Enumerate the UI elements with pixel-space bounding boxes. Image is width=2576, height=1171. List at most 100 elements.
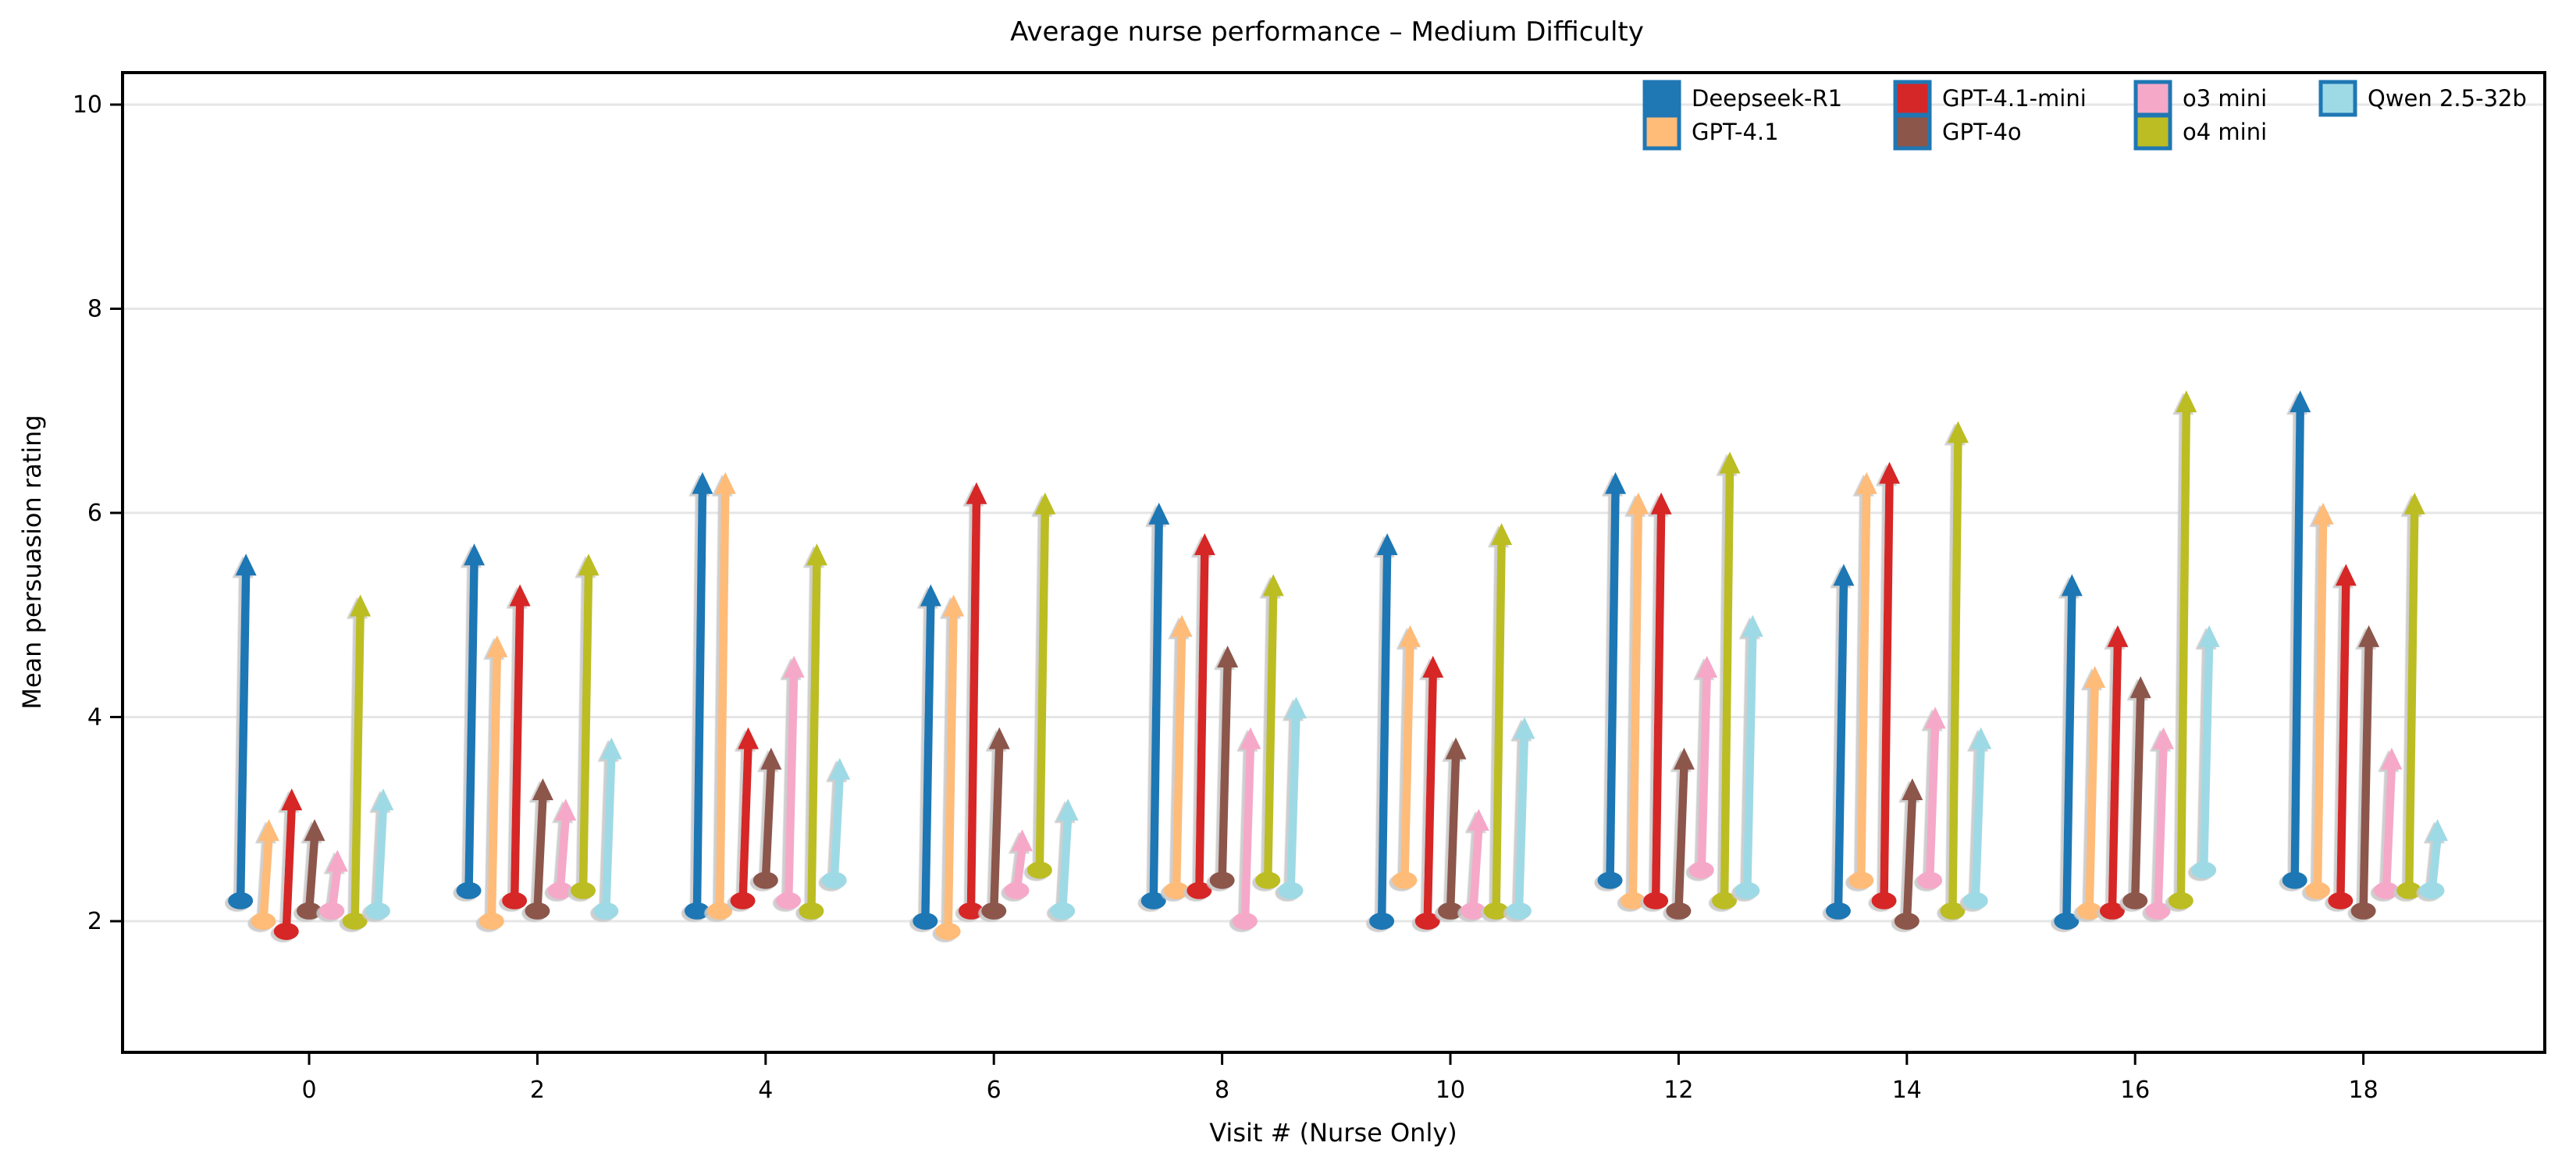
arrow-shaft — [692, 486, 707, 916]
arrow-o4 mini-visit-16 — [2168, 390, 2197, 909]
x-tick-label: 2 — [530, 1077, 545, 1104]
arrow-Deepseek-R1-visit-2 — [456, 543, 485, 899]
arrow-start-dot — [1004, 881, 1030, 899]
arrow-o3 mini-visit-18 — [2373, 747, 2403, 899]
arrow-GPT-4.1-mini-visit-4 — [730, 727, 759, 909]
arrow-head — [1947, 421, 1969, 443]
arrow-start-dot — [1597, 871, 1623, 889]
arrow-shaft — [1172, 629, 1187, 895]
arrow-shaft — [1720, 466, 1735, 906]
arrow-GPT-4.1-visit-18 — [2305, 502, 2334, 899]
arrow-start-dot — [753, 871, 778, 889]
arrow-head — [2061, 574, 2083, 596]
arrow-shaft — [1240, 742, 1255, 926]
arrow-head — [1286, 696, 1307, 719]
arrow-start-dot — [2191, 861, 2217, 879]
arrow-GPT-4.1-visit-12 — [1620, 492, 1649, 909]
y-tick-label: 2 — [87, 908, 102, 935]
arrow-head — [1650, 492, 1672, 514]
arrow-start-dot — [1140, 892, 1166, 909]
arrow-start-dot — [547, 881, 573, 899]
legend-swatch — [2318, 80, 2357, 117]
arrow-head — [806, 543, 827, 566]
arrow-shaft — [259, 834, 273, 926]
arrow-shaft — [1058, 813, 1073, 916]
arrow-start-dot — [981, 902, 1007, 920]
arrow-start-dot — [2328, 892, 2354, 909]
arrow-shaft — [1925, 721, 1940, 884]
arrow-head — [2381, 747, 2403, 770]
arrow-shaft — [1195, 547, 1209, 895]
arrow-head — [1194, 533, 1215, 556]
arrow-shaft — [2199, 639, 2214, 874]
arrow-GPT-4.1-visit-4 — [707, 472, 736, 920]
arrow-shaft — [1834, 578, 1848, 916]
x-tick-label: 10 — [1436, 1077, 1465, 1104]
arrow-shaft — [807, 557, 821, 916]
arrow-GPT-4o-visit-18 — [2350, 625, 2380, 920]
arrow-start-dot — [2076, 902, 2102, 920]
arrow-start-dot — [319, 902, 345, 920]
arrow-GPT-4.1-visit-6 — [935, 594, 965, 941]
legend-item-Deepseek-R1: Deepseek-R1 — [1642, 80, 1842, 117]
arrow-start-dot — [456, 881, 482, 899]
arrow-shaft — [2290, 404, 2304, 884]
arrow-head — [2312, 502, 2334, 525]
arrow-start-dot — [1278, 881, 1304, 899]
legend-swatch — [1893, 113, 1932, 151]
arrow-start-dot — [2282, 871, 2307, 889]
arrow-start-dot — [1232, 913, 1258, 930]
arrow-shaft — [1286, 711, 1300, 895]
arrow-shaft — [2428, 834, 2442, 895]
arrow-start-dot — [1848, 871, 1874, 889]
arrow-shaft — [1948, 436, 1962, 916]
arrow-GPT-4o-visit-6 — [981, 727, 1010, 920]
arrow-shaft — [1446, 752, 1461, 916]
arrow-start-dot — [1825, 902, 1851, 920]
arrow-shaft — [282, 803, 296, 936]
arrow-head — [2129, 676, 2151, 699]
arrow-GPT-4.1-mini-visit-0 — [273, 788, 303, 941]
legend-swatch — [1642, 113, 1681, 151]
arrow-Qwen 2.5-32b-visit-10 — [1506, 717, 1535, 920]
arrow-GPT-4.1-visit-2 — [479, 635, 508, 930]
arrow-o3 mini-visit-2 — [547, 799, 577, 899]
axes-layer: 2 4 6 8 10 0 2 4 6 8 10 12 14 16 18 — [73, 71, 2546, 1104]
arrow-shaft — [1606, 486, 1620, 884]
arrow-start-dot — [684, 902, 710, 920]
arrow-head — [1148, 502, 1170, 525]
x-tick-label: 18 — [2349, 1077, 2379, 1104]
arrow-head — [1399, 625, 1421, 647]
arrow-shaft — [2154, 742, 2168, 916]
arrow-shaft — [1514, 731, 1529, 916]
arrow-head — [1696, 656, 1718, 678]
arrow-start-dot — [1255, 871, 1281, 889]
arrow-shaft — [761, 762, 776, 884]
arrow-start-dot — [1620, 892, 1646, 909]
arrow-start-dot — [2145, 902, 2171, 920]
arrow-head — [326, 849, 348, 872]
arrow-Qwen 2.5-32b-visit-18 — [2419, 819, 2448, 899]
arrow-head — [509, 584, 531, 607]
arrow-Deepseek-R1-visit-6 — [913, 584, 941, 930]
arrow-head — [532, 778, 553, 800]
arrow-head — [2084, 666, 2106, 689]
arrow-head — [1376, 533, 1398, 556]
arrow-GPT-4.1-mini-visit-8 — [1187, 533, 1215, 899]
arrow-shaft — [830, 772, 844, 884]
arrow-head — [2176, 390, 2197, 413]
arrow-head — [350, 594, 372, 617]
arrow-start-dot — [1438, 902, 1463, 920]
arrow-o3 mini-visit-8 — [1232, 727, 1261, 930]
arrow-head — [1879, 461, 1900, 484]
arrow-shaft — [921, 599, 935, 926]
arrow-shaft — [2085, 680, 2099, 916]
y-tick-label: 8 — [87, 296, 102, 323]
arrow-start-dot — [525, 902, 550, 920]
plot-border — [121, 71, 2546, 1054]
arrow-start-dot — [707, 902, 733, 920]
arrow-o4 mini-visit-8 — [1255, 574, 1284, 889]
arrow-GPT-4o-visit-0 — [297, 819, 326, 920]
arrow-start-dot — [1871, 892, 1897, 909]
arrow-head — [578, 553, 600, 576]
